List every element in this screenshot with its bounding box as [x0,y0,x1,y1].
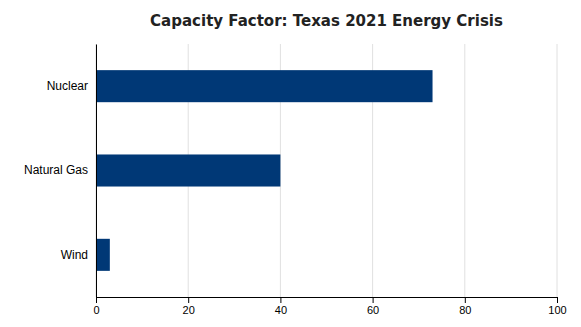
y-tick-label: Natural Gas [24,163,88,177]
x-tick-label: 40 [275,304,287,316]
x-tick-label: 0 [93,304,99,316]
bar [96,239,110,271]
x-tick-mark [96,297,97,303]
x-tick: 40 [275,297,287,316]
x-tick: 100 [548,297,566,316]
grid-line [96,44,97,297]
x-tick-label: 20 [183,304,195,316]
y-tick: Nuclear [47,79,88,93]
y-tick: Wind [61,248,88,262]
x-tick-label: 100 [548,304,566,316]
x-tick-label: 60 [367,304,379,316]
x-axis: 0 20 40 60 80 100 [93,297,566,316]
grid-line [557,44,558,297]
x-axis-line [97,298,558,304]
x-tick-mark [465,297,466,303]
x-tick-mark [280,297,281,303]
x-tick-mark [373,297,374,303]
chart-container: 0 20 40 60 80 100 Wind Natural Gas Nuclear Capaci… [0,0,581,327]
x-tick: 60 [367,297,379,316]
grid [96,44,557,297]
grid-line [464,44,465,297]
chart-svg: 0 20 40 60 80 100 Wind Natural Gas Nuclear Capaci… [0,0,581,327]
y-tick-label: Wind [61,248,88,262]
x-tick: 20 [183,297,195,316]
plot-area: 0 20 40 60 80 100 Wind Natural Gas Nuclear [24,44,567,316]
x-tick: 80 [459,297,471,316]
x-tick: 0 [93,297,99,316]
y-tick: Natural Gas [24,163,88,177]
bars [96,70,433,271]
bar [96,70,433,102]
bar [96,154,280,186]
y-axis: Wind Natural Gas Nuclear [24,45,97,298]
chart-title: Capacity Factor: Texas 2021 Energy Crisi… [150,12,503,30]
y-axis-line [96,45,97,298]
x-tick-label: 80 [459,304,471,316]
x-tick-mark [188,297,189,303]
y-tick-label: Nuclear [47,79,88,93]
x-tick-mark [557,297,558,303]
